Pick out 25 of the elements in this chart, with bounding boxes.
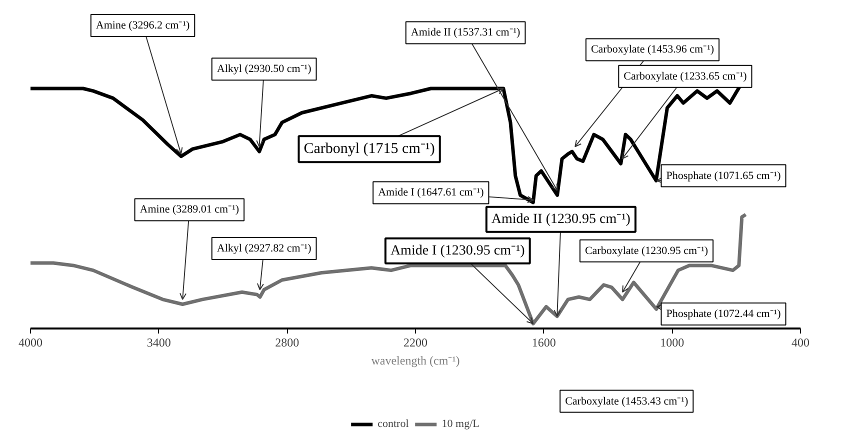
x-tick-label: 4000 [18,336,42,350]
x-tick-label: 2800 [275,336,300,350]
annotation: Alkyl (2927.82 cm⁻¹) [216,242,312,254]
x-tick-label: 1600 [532,336,556,350]
annotation: Carbonyl (1715 cm⁻¹) [304,141,435,158]
annotation: Amine (3296.2 cm⁻¹) [96,19,190,32]
annotation: Carboxylate (1453.96 cm⁻¹) [590,44,714,56]
annotation: Amine (3289.01 cm⁻¹) [140,204,240,216]
annotation: Carboxylate (1233.65 cm⁻¹) [624,70,748,82]
x-tick-label: 3400 [146,336,171,350]
annotation: Amide II (1537.31 cm⁻¹) [410,26,521,39]
x-tick-label: 400 [792,336,810,350]
annotation: Phosphate (1071.65 cm⁻¹) [666,170,782,182]
annotation: Amide I (1230.95 cm⁻¹) [390,243,526,258]
annotation: Alkyl (2930.50 cm⁻¹) [216,63,312,76]
annotation: Phosphate (1072.44 cm⁻¹) [666,308,782,320]
x-axis-title: wavelength (cm⁻¹) [371,354,460,368]
legend-label: control [378,418,409,430]
x-tick-label: 2200 [404,336,428,350]
annotation: Amide I (1647.61 cm⁻¹) [378,186,484,199]
annotation: Amide II (1230.95 cm⁻¹) [491,212,631,227]
text: Carboxylate (1453.43 cm⁻¹) [565,395,688,408]
annotation: Carboxylate (1230.95 cm⁻¹) [584,244,708,257]
legend-label: 10 mg/L [442,418,480,430]
x-tick-label: 1000 [660,336,684,350]
